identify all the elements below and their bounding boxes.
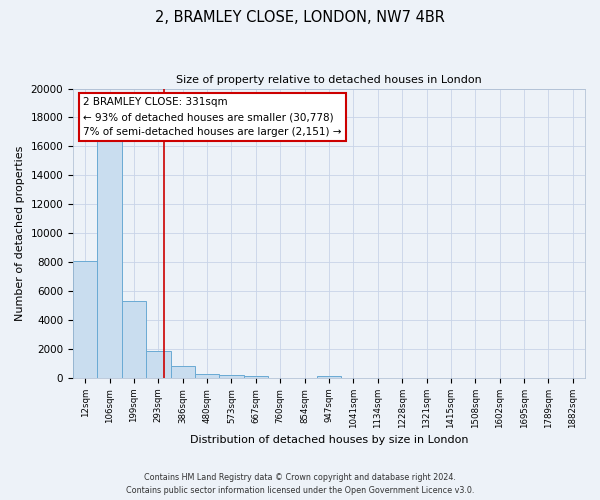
- Bar: [73, 261, 97, 378]
- Text: Contains HM Land Registry data © Crown copyright and database right 2024.
Contai: Contains HM Land Registry data © Crown c…: [126, 473, 474, 495]
- Y-axis label: Number of detached properties: Number of detached properties: [15, 146, 25, 321]
- Bar: [170, 366, 195, 378]
- Bar: [220, 375, 244, 378]
- Text: 2, BRAMLEY CLOSE, LONDON, NW7 4BR: 2, BRAMLEY CLOSE, LONDON, NW7 4BR: [155, 10, 445, 25]
- Text: 2 BRAMLEY CLOSE: 331sqm
← 93% of detached houses are smaller (30,778)
7% of semi: 2 BRAMLEY CLOSE: 331sqm ← 93% of detache…: [83, 97, 342, 137]
- Bar: [195, 374, 220, 378]
- X-axis label: Distribution of detached houses by size in London: Distribution of detached houses by size …: [190, 435, 468, 445]
- Bar: [146, 351, 170, 378]
- Bar: [244, 376, 268, 378]
- Title: Size of property relative to detached houses in London: Size of property relative to detached ho…: [176, 75, 482, 85]
- Bar: [122, 302, 146, 378]
- Bar: [97, 138, 122, 378]
- Bar: [317, 376, 341, 378]
